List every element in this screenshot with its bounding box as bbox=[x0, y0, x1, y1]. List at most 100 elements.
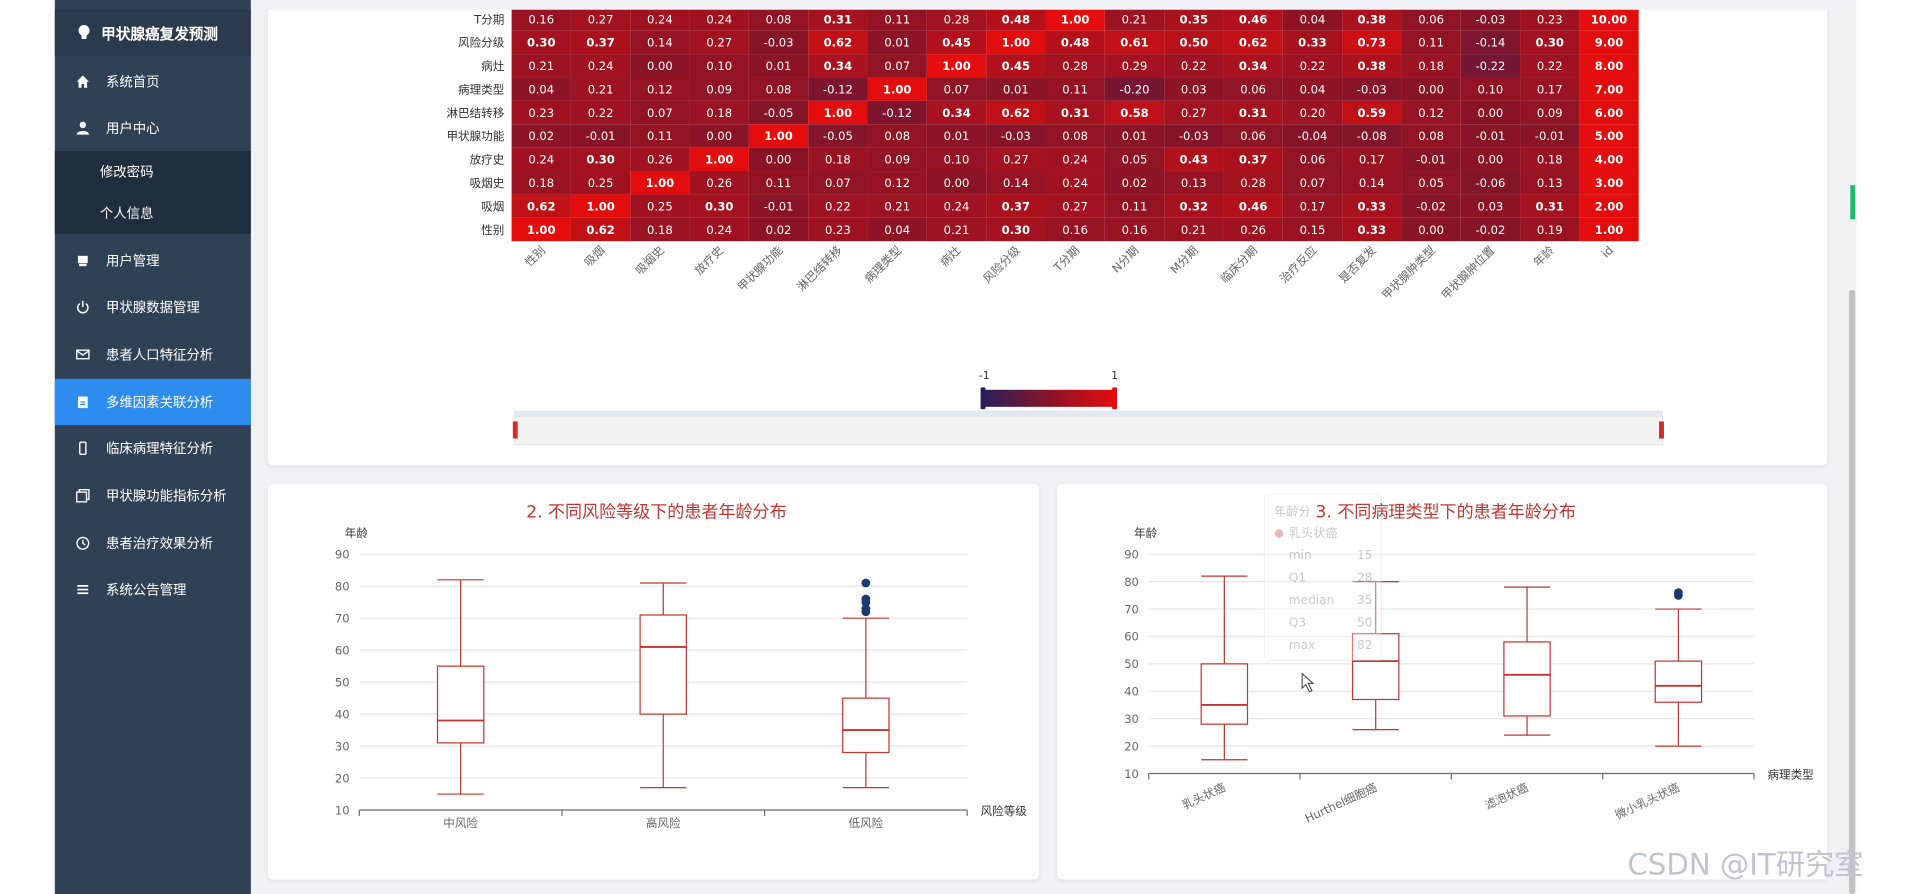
heatmap-cell-label: 0.04 bbox=[1300, 82, 1326, 96]
heatmap-cell bbox=[1579, 147, 1639, 172]
heatmap-cell-label: 0.24 bbox=[1062, 176, 1088, 190]
heatmap-cell bbox=[867, 30, 927, 55]
sidebar-item-clinical-pathology[interactable]: 临床病理特征分析 bbox=[55, 425, 251, 471]
heatmap-cell bbox=[1164, 147, 1224, 172]
heatmap-cell-label: 0.18 bbox=[706, 106, 732, 120]
heatmap-cell bbox=[630, 194, 690, 218]
heatmap-cell-label: 0.58 bbox=[1120, 106, 1149, 120]
heatmap-cell-label: 0.61 bbox=[1120, 36, 1149, 50]
heatmap-cell bbox=[1342, 54, 1402, 78]
box-body bbox=[1503, 641, 1551, 717]
heatmap-cell bbox=[1045, 100, 1105, 125]
heatmap-cell-label: 0.21 bbox=[1122, 12, 1148, 26]
heatmap-cell bbox=[1104, 77, 1165, 101]
heatmap-cell-label: 0.26 bbox=[706, 176, 732, 190]
heatmap-cell bbox=[1104, 217, 1165, 242]
heatmap-cell bbox=[630, 124, 690, 148]
heatmap-cell-label: 0.37 bbox=[586, 36, 615, 50]
heatmap-cell-label: 0.19 bbox=[1537, 223, 1563, 237]
tooltip-row-label: median bbox=[1289, 593, 1335, 607]
heatmap-cell bbox=[1520, 147, 1580, 172]
y-tick-label: 40 bbox=[335, 707, 350, 721]
heatmap-cell bbox=[1045, 171, 1105, 195]
heatmap-cell bbox=[1342, 7, 1402, 31]
sidebar-item-announcements[interactable]: 系统公告管理 bbox=[55, 566, 251, 612]
x-tick-label: Hurthel细胞癌 bbox=[1303, 780, 1380, 826]
heatmap-cell-label: 0.23 bbox=[825, 223, 851, 237]
heatmap-cell-label: 0.46 bbox=[1239, 199, 1268, 213]
sidebar-item-label: 系统公告管理 bbox=[105, 582, 187, 599]
tooltip-series-name: 乳头状癌 bbox=[1289, 525, 1338, 540]
heatmap-cell-label: 0.00 bbox=[1478, 153, 1504, 167]
heatmap-cell-label: 8.00 bbox=[1595, 59, 1624, 73]
heatmap-y-label: 放疗史 bbox=[470, 153, 505, 167]
heatmap-cell bbox=[808, 7, 868, 31]
heatmap-x-label: 甲状腺功能 bbox=[735, 243, 786, 294]
heatmap-x-label: 吸烟 bbox=[581, 243, 607, 269]
sidebar-item-profile[interactable]: 个人信息 bbox=[54, 192, 251, 234]
heatmap-cell bbox=[1282, 217, 1343, 242]
heatmap-cell-label: 0.05 bbox=[1418, 176, 1444, 190]
heatmap-cell bbox=[867, 194, 927, 218]
heatmap-cell bbox=[1045, 54, 1105, 78]
heatmap-cell bbox=[748, 171, 809, 195]
heatmap-cell-label: 1.00 bbox=[764, 129, 793, 143]
heatmap-cell-label: 0.30 bbox=[1002, 223, 1031, 237]
heatmap-cell bbox=[1460, 194, 1521, 218]
heatmap-cell bbox=[1104, 194, 1165, 218]
heatmap-cell-label: 0.02 bbox=[1122, 176, 1148, 190]
heatmap-cell-label: 0.18 bbox=[1537, 153, 1563, 167]
heatmap-cell bbox=[748, 217, 809, 242]
sidebar-item-user-center[interactable]: 用户中心 bbox=[55, 105, 251, 151]
heatmap-y-label: 病理类型 bbox=[458, 82, 504, 96]
heatmap-cell-label: 0.23 bbox=[1537, 12, 1563, 26]
heatmap-cell bbox=[511, 30, 571, 55]
top-bar bbox=[250, 0, 1853, 10]
sidebar-item-home[interactable]: 系统首页 bbox=[55, 58, 251, 104]
heatmap-cell bbox=[986, 147, 1046, 172]
visual-map-max-label: 1 bbox=[1111, 369, 1118, 382]
sidebar-item-multifactor[interactable]: 多维因素关联分析 bbox=[54, 378, 251, 426]
heatmap-cell-label: 0.24 bbox=[944, 199, 970, 213]
heatmap-cell bbox=[1520, 217, 1580, 242]
sidebar-item-change-password[interactable]: 修改密码 bbox=[54, 151, 251, 193]
heatmap-cell-label: 0.22 bbox=[1300, 59, 1326, 73]
sidebar-item-user-management[interactable]: 用户管理 bbox=[55, 238, 251, 284]
y-tick-label: 20 bbox=[335, 771, 350, 785]
heatmap-cell-label: 0.33 bbox=[1298, 36, 1327, 50]
heatmap-cell-label: 6.00 bbox=[1595, 106, 1624, 120]
box-body bbox=[842, 697, 890, 754]
x-tick-label: 微小乳头状癌 bbox=[1613, 780, 1682, 822]
heatmap-cell bbox=[1401, 100, 1461, 125]
heatmap-cell-label: 0.08 bbox=[1418, 129, 1444, 143]
sidebar-item-treatment-effect[interactable]: 患者治疗效果分析 bbox=[55, 520, 251, 566]
sidebar-item-thyroid-function[interactable]: 甲状腺功能指标分析 bbox=[55, 473, 251, 519]
heatmap-x-label: 治疗反应 bbox=[1277, 243, 1320, 286]
tooltip-row-label: Q1 bbox=[1289, 571, 1306, 585]
heatmap-cell bbox=[748, 30, 809, 55]
heatmap-cell-label: 0.06 bbox=[1240, 82, 1266, 96]
scrollbar-thumb[interactable] bbox=[1849, 289, 1856, 894]
heatmap-cell-label: 0.21 bbox=[884, 199, 910, 213]
heatmap-cell bbox=[1104, 7, 1165, 31]
x-axis-title: 风险等级 bbox=[981, 804, 1028, 818]
sidebar-item-thyroid-data[interactable]: 甲状腺数据管理 bbox=[55, 284, 251, 330]
heatmap-cell-label: 0.21 bbox=[588, 82, 614, 96]
heatmap-cell bbox=[630, 217, 690, 242]
sidebar-item-demographics[interactable]: 患者人口特征分析 bbox=[55, 331, 251, 377]
heatmap-cell-label: 0.24 bbox=[1062, 153, 1088, 167]
heatmap-cell bbox=[1223, 7, 1283, 31]
heatmap-cell bbox=[689, 7, 749, 31]
heatmap-cell-label: 0.31 bbox=[1239, 106, 1268, 120]
heatmap-y-label: 吸烟史 bbox=[470, 176, 505, 190]
heatmap-cell bbox=[1164, 30, 1224, 55]
y-tick-label: 60 bbox=[335, 643, 350, 657]
heatmap-y-label: 性别 bbox=[481, 223, 504, 237]
heatmap-cell-label: -0.02 bbox=[1475, 223, 1505, 237]
heatmap-cell-label: 0.62 bbox=[1239, 36, 1268, 50]
heatmap-cell bbox=[1342, 30, 1402, 55]
heatmap-cell-label: 0.27 bbox=[1181, 106, 1207, 120]
heatmap-cell-label: 0.27 bbox=[706, 36, 732, 50]
heatmap-cell-label: 0.10 bbox=[706, 59, 732, 73]
